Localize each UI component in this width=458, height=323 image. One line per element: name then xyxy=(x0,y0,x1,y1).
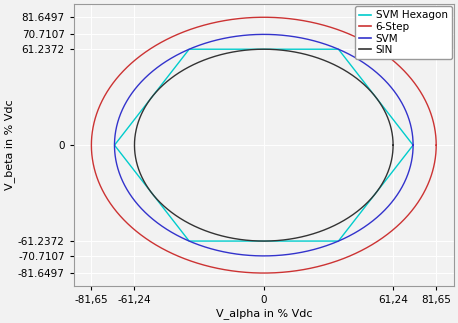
X-axis label: V_alpha in % Vdc: V_alpha in % Vdc xyxy=(216,308,312,319)
Y-axis label: V_beta in % Vdc: V_beta in % Vdc xyxy=(4,100,15,191)
Legend: SVM Hexagon, 6-Step, SVM, SIN: SVM Hexagon, 6-Step, SVM, SIN xyxy=(355,6,452,59)
